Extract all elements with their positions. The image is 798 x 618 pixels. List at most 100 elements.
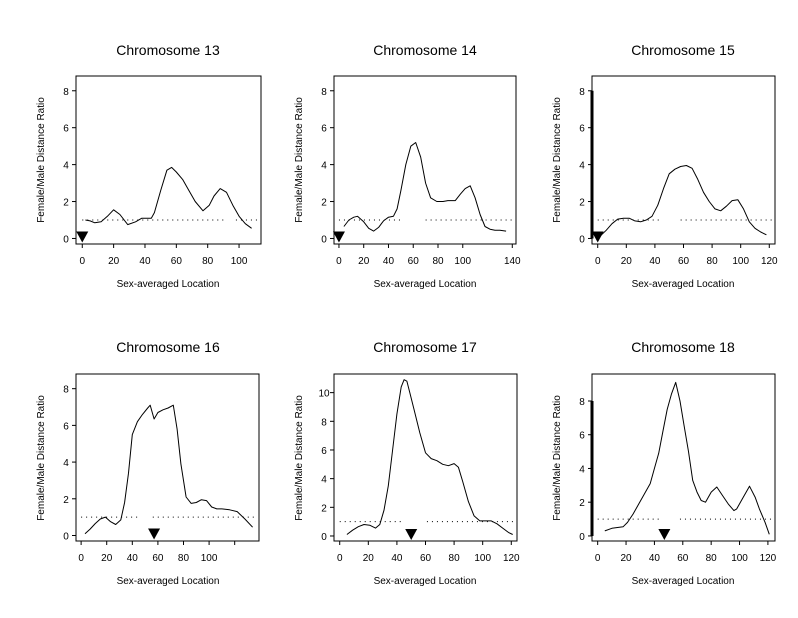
panel-title: Chromosome 13	[116, 42, 220, 58]
y-tick-label: 6	[63, 124, 69, 135]
panel-chromosome-18: Chromosome 18 Sex-averaged Location Fema…	[552, 339, 777, 587]
ratio-curve	[346, 379, 513, 535]
x-tick-label: 140	[504, 256, 521, 267]
centromere-marker	[332, 231, 345, 243]
y-tick-label: 8	[321, 417, 327, 428]
y-tick-label: 4	[579, 161, 585, 172]
y-tick-label: 0	[321, 234, 327, 245]
x-axis-label: Sex-averaged Location	[117, 279, 220, 290]
y-tick-label: 2	[321, 198, 327, 209]
x-tick-label: 40	[139, 256, 151, 267]
x-tick-label: 80	[449, 553, 461, 564]
x-tick-label: 40	[649, 256, 661, 267]
x-tick-label: 40	[383, 256, 395, 267]
ratio-curve	[343, 142, 507, 232]
x-tick-label: 40	[127, 553, 139, 564]
ratio-curve	[604, 381, 770, 535]
x-tick-label: 120	[761, 256, 778, 267]
x-tick-label: 120	[503, 553, 520, 564]
y-tick-label: 2	[63, 198, 69, 209]
x-tick-label: 100	[231, 256, 248, 267]
x-tick-label: 100	[732, 256, 749, 267]
x-tick-label: 20	[358, 256, 370, 267]
x-axis-label: Sex-averaged Location	[632, 279, 735, 290]
ratio-curve	[600, 165, 767, 237]
y-tick-label: 0	[321, 532, 327, 543]
x-tick-label: 120	[760, 553, 777, 564]
centromere-marker	[658, 528, 671, 540]
panel-chromosome-15: Chromosome 15 Sex-averaged Location Fema…	[552, 42, 778, 290]
y-tick-label: 4	[321, 475, 327, 486]
x-tick-label: 0	[595, 256, 601, 267]
panel-chromosome-14: Chromosome 14 Sex-averaged Location Fema…	[294, 42, 521, 290]
panel-title: Chromosome 17	[373, 339, 477, 355]
y-tick-label: 0	[579, 532, 585, 543]
x-tick-label: 20	[620, 553, 632, 564]
x-tick-label: 100	[731, 553, 748, 564]
x-tick-label: 40	[649, 553, 661, 564]
x-axis-label: Sex-averaged Location	[117, 576, 220, 587]
x-tick-label: 60	[678, 256, 690, 267]
ratio-curve	[85, 166, 252, 229]
panel-title: Chromosome 16	[116, 339, 220, 355]
x-tick-label: 20	[108, 256, 120, 267]
y-tick-label: 10	[318, 389, 330, 400]
y-tick-label: 2	[579, 198, 585, 209]
y-tick-label: 2	[63, 495, 69, 506]
y-tick-label: 4	[321, 161, 327, 172]
centromere-marker	[591, 231, 604, 243]
x-axis-label: Sex-averaged Location	[374, 279, 477, 290]
x-tick-label: 60	[171, 256, 183, 267]
x-tick-label: 100	[201, 553, 218, 564]
y-tick-label: 8	[63, 385, 69, 396]
x-tick-label: 20	[363, 553, 375, 564]
y-tick-label: 8	[579, 87, 585, 98]
panel-title: Chromosome 18	[631, 339, 735, 355]
x-tick-label: 0	[336, 256, 342, 267]
x-tick-label: 60	[408, 256, 420, 267]
y-tick-label: 6	[63, 421, 69, 432]
y-axis-label: Female/Male Distance Ratio	[294, 395, 305, 521]
x-tick-label: 80	[706, 553, 718, 564]
y-tick-label: 6	[579, 124, 585, 135]
x-tick-label: 20	[101, 553, 113, 564]
y-axis-label: Female/Male Distance Ratio	[294, 97, 305, 223]
panel-title: Chromosome 14	[373, 42, 477, 58]
centromere-marker	[76, 231, 89, 243]
plot-frame	[75, 75, 262, 245]
ratio-curve	[84, 404, 253, 535]
y-axis-label: Female/Male Distance Ratio	[36, 97, 47, 223]
y-tick-label: 4	[63, 458, 69, 469]
x-tick-label: 60	[420, 553, 432, 564]
panel-chromosome-16: Chromosome 16 Sex-averaged Location Fema…	[36, 339, 260, 587]
panel-title: Chromosome 15	[631, 42, 735, 58]
y-axis-label: Female/Male Distance Ratio	[552, 395, 563, 521]
x-axis-label: Sex-averaged Location	[632, 576, 735, 587]
y-tick-label: 0	[63, 531, 69, 542]
y-tick-label: 2	[579, 498, 585, 509]
panel-chromosome-17: Chromosome 17 Sex-averaged Location Fema…	[294, 339, 520, 587]
y-axis-label: Female/Male Distance Ratio	[36, 395, 47, 521]
x-tick-label: 0	[337, 553, 343, 564]
x-tick-label: 80	[178, 553, 190, 564]
x-tick-label: 0	[595, 553, 601, 564]
x-axis-label: Sex-averaged Location	[374, 576, 477, 587]
x-tick-label: 80	[432, 256, 444, 267]
plot-frame	[75, 373, 260, 542]
y-tick-label: 8	[63, 87, 69, 98]
x-tick-label: 80	[707, 256, 719, 267]
y-tick-label: 8	[579, 397, 585, 408]
y-tick-label: 2	[321, 503, 327, 514]
plot-frame	[333, 75, 517, 245]
y-axis-label: Female/Male Distance Ratio	[552, 97, 563, 223]
x-tick-label: 100	[474, 553, 491, 564]
y-tick-label: 0	[63, 234, 69, 245]
x-tick-label: 20	[621, 256, 633, 267]
x-tick-label: 60	[677, 553, 689, 564]
centromere-marker	[405, 528, 418, 540]
x-tick-label: 0	[78, 553, 84, 564]
y-tick-label: 6	[321, 446, 327, 457]
panel-chromosome-13: Chromosome 13 Sex-averaged Location Fema…	[36, 42, 262, 290]
